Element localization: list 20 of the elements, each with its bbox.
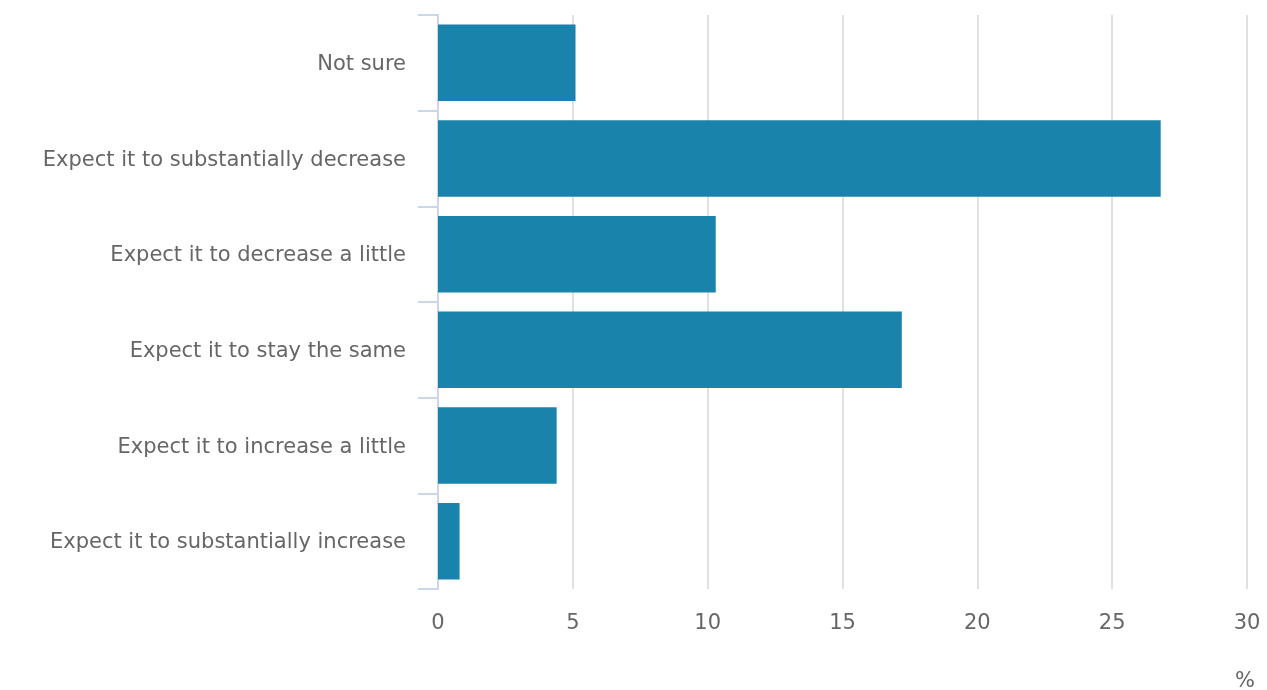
x-tick-label: 25 xyxy=(1098,609,1126,634)
x-axis-title: % xyxy=(1235,667,1255,690)
x-tick-label: 20 xyxy=(963,609,991,634)
y-tick-label: Expect it to increase a little xyxy=(117,433,406,458)
bar xyxy=(438,24,576,102)
x-tick-label: 15 xyxy=(829,609,856,634)
bar xyxy=(438,407,557,484)
y-tick-label: Expect it to decrease a little xyxy=(110,242,406,267)
x-tick-label: 10 xyxy=(694,609,722,634)
y-tick-label: Not sure xyxy=(317,50,406,75)
y-tick-label: Expect it to substantially decrease xyxy=(42,146,406,171)
bar xyxy=(438,120,1161,197)
x-tick-label: 5 xyxy=(566,609,580,634)
bar xyxy=(438,502,460,580)
x-tick-label: 30 xyxy=(1233,609,1261,634)
y-tick-label: Expect it to stay the same xyxy=(129,337,406,362)
bar xyxy=(438,215,716,293)
x-tick-label: 0 xyxy=(431,609,445,634)
bar xyxy=(438,311,902,389)
y-tick-label: Expect it to substantially increase xyxy=(49,529,406,554)
